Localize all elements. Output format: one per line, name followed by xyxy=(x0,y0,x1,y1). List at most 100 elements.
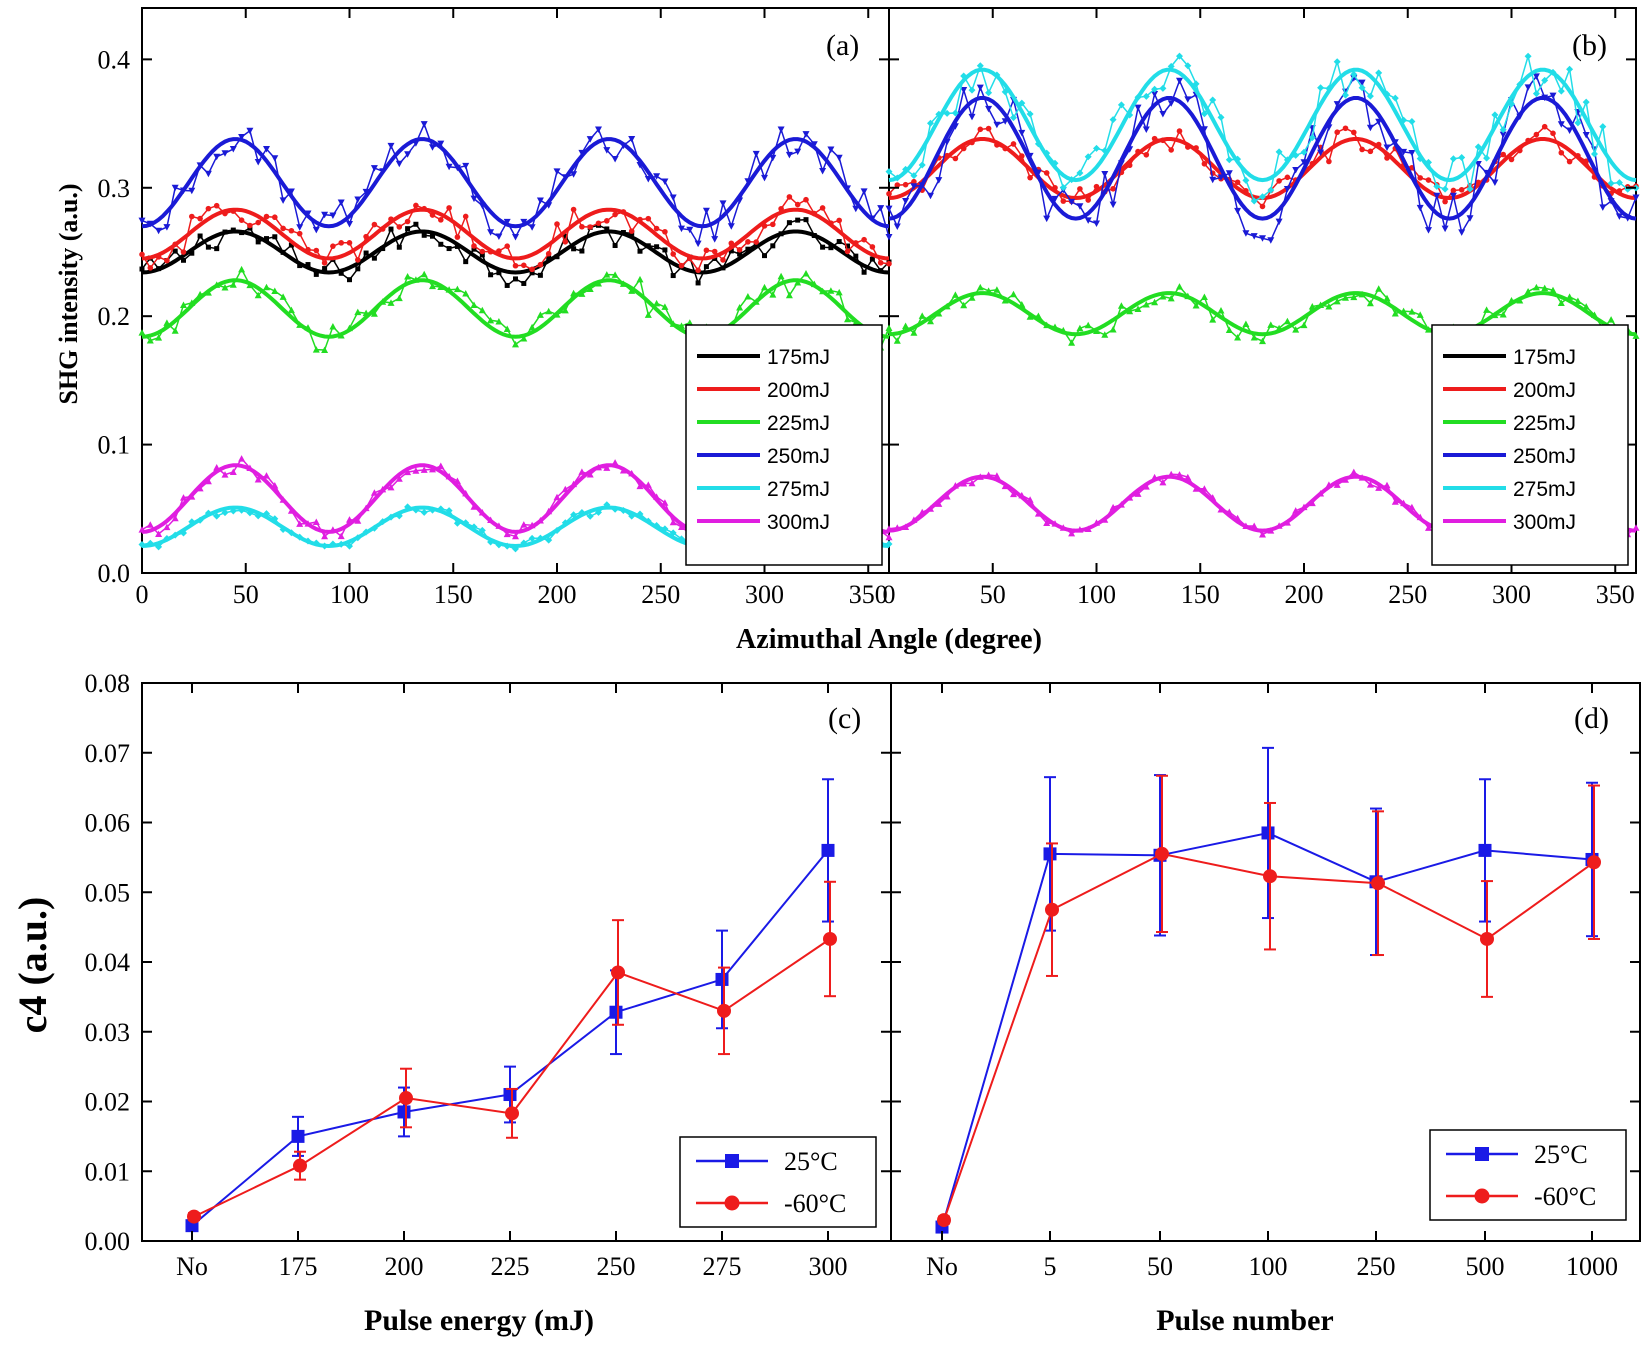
data-point-275mJ xyxy=(1093,144,1100,152)
data-point-200mJ xyxy=(1442,198,1448,205)
data-point-250mJ xyxy=(503,218,511,226)
data-point-200mJ xyxy=(446,205,452,211)
data-point-200mJ xyxy=(1201,161,1208,167)
data-point-200mJ xyxy=(595,220,602,227)
data-point-200mJ xyxy=(338,240,345,246)
data-point-250mJ xyxy=(1109,201,1117,209)
data-point-275mJ xyxy=(1566,65,1574,73)
data-point-200mJ xyxy=(1508,156,1515,163)
data-point-200mJ xyxy=(1143,151,1150,158)
data-point-225mJ xyxy=(561,306,569,314)
legend-b-label-300: 300mJ xyxy=(1513,511,1576,534)
data-point-300mJ xyxy=(1259,530,1266,538)
data-point-200mJ xyxy=(1558,149,1565,156)
data-point-200mJ xyxy=(670,251,676,257)
data-point-200mJ xyxy=(529,266,535,273)
data-point-175mJ xyxy=(828,245,834,251)
data-point-200mJ xyxy=(238,217,245,223)
data-point-200mJ xyxy=(770,221,776,228)
data-point-175mJ xyxy=(322,266,328,272)
data-point-200mJ xyxy=(1176,128,1183,134)
data-point-300mJ xyxy=(603,464,611,471)
data-point-175mJ xyxy=(513,276,518,282)
data-point-250mJ xyxy=(204,170,212,178)
data-point-250mJ xyxy=(1292,166,1300,174)
data-point-minus60C xyxy=(1587,855,1601,870)
data-point-275mJ xyxy=(1358,84,1366,92)
data-point-250mJ xyxy=(1532,73,1540,80)
bottom-ticks: No 175 200 225 250 275 300 No 5 50 100 250 500 1000 0.… xyxy=(85,669,1640,1281)
data-point-225mJ xyxy=(1117,302,1125,309)
x-tick-label: 200 xyxy=(538,580,577,609)
data-point-225mJ xyxy=(1292,326,1300,333)
data-point-225mJ xyxy=(1159,292,1167,300)
data-point-175mJ xyxy=(181,257,186,263)
data-point-200mJ xyxy=(562,239,569,245)
data-point-250mJ xyxy=(462,162,470,170)
data-point-200mJ xyxy=(662,228,668,235)
data-point-250mJ xyxy=(702,207,710,215)
data-point-225mJ xyxy=(1574,297,1582,304)
data-point-275mJ xyxy=(1591,150,1598,158)
data-point-200mJ xyxy=(139,251,145,258)
legend-a-label-300: 300mJ xyxy=(767,511,830,534)
data-point-175mJ xyxy=(313,271,319,277)
x-tick-label: 5 xyxy=(1044,1252,1057,1281)
y-tick-label: 0.04 xyxy=(85,948,131,977)
data-point-225mJ xyxy=(1084,321,1092,329)
data-point-250mJ xyxy=(993,121,1001,129)
data-point-25C xyxy=(1043,847,1057,861)
data-point-275mJ xyxy=(1607,179,1615,187)
data-point-250mJ xyxy=(1283,185,1291,193)
data-point-275mJ xyxy=(1317,84,1325,92)
data-point-250mJ xyxy=(1043,215,1051,223)
data-point-275mJ xyxy=(927,119,934,127)
data-point-250mJ xyxy=(487,229,495,236)
d-x-axis-title: Pulse number xyxy=(1156,1304,1334,1337)
data-point-300mJ xyxy=(1010,490,1017,498)
data-point-200mJ xyxy=(869,244,876,250)
data-point-250mJ xyxy=(1441,225,1449,233)
data-point-275mJ xyxy=(1433,182,1441,190)
data-point-200mJ xyxy=(886,190,892,197)
data-point-300mJ xyxy=(254,476,262,483)
data-point-250mJ xyxy=(1200,126,1208,133)
legend-c-box xyxy=(679,1136,877,1228)
data-point-250mJ xyxy=(321,211,329,219)
data-point-250mJ xyxy=(960,87,968,94)
panel-label-a: (a) xyxy=(826,29,859,62)
data-point-225mJ xyxy=(221,284,229,291)
data-point-25C xyxy=(1478,843,1492,857)
data-point-225mJ xyxy=(785,291,793,299)
data-point-250mJ xyxy=(893,223,901,231)
x-tick-label: 250 xyxy=(1388,580,1427,609)
data-point-200mJ xyxy=(985,125,992,132)
data-point-250mJ xyxy=(1242,230,1250,237)
data-point-250mJ xyxy=(1209,176,1217,184)
data-point-175mJ xyxy=(189,250,195,256)
data-point-200mJ xyxy=(720,257,726,263)
data-point-250mJ xyxy=(761,174,768,182)
data-point-200mJ xyxy=(263,213,270,220)
data-point-175mJ xyxy=(803,217,809,223)
data-point-275mJ xyxy=(1449,155,1457,163)
data-point-300mJ xyxy=(238,455,246,462)
data-point-225mJ xyxy=(653,299,661,307)
data-point-250mJ xyxy=(296,224,304,231)
data-point-250mJ xyxy=(1225,170,1233,177)
data-point-175mJ xyxy=(479,252,485,258)
data-point-225mJ xyxy=(761,283,768,291)
data-point-200mJ xyxy=(313,247,320,254)
data-point-225mJ xyxy=(661,303,669,310)
data-point-225mJ xyxy=(1325,303,1333,310)
data-point-275mJ xyxy=(1259,193,1266,201)
data-point-275mJ xyxy=(1524,52,1532,60)
data-point-275mJ xyxy=(1366,92,1374,100)
data-point-225mJ xyxy=(1342,294,1349,301)
x-tick-label: 300 xyxy=(1492,580,1531,609)
x-tick-label: No xyxy=(926,1252,958,1281)
data-point-250mJ xyxy=(254,158,262,166)
data-point-175mJ xyxy=(413,221,419,227)
data-point-200mJ xyxy=(1450,187,1457,194)
